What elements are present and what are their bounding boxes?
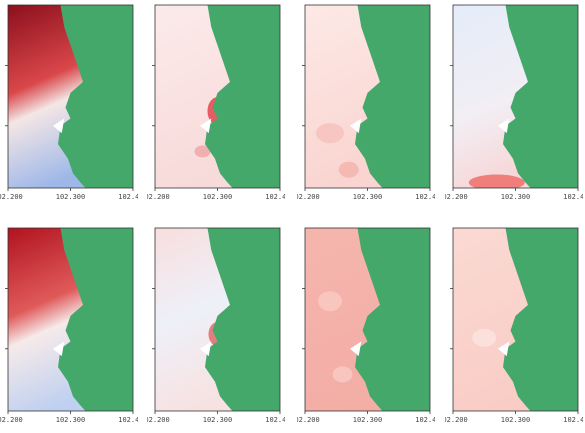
map-panel: 102.200 102.300 102.400 [140, 4, 295, 201]
x-tick-label: 102.400 [118, 416, 148, 424]
sea-anomaly [316, 123, 344, 144]
island [498, 341, 510, 357]
island [350, 118, 362, 134]
map-panel: 102.200 102.300 102.400 [290, 4, 445, 201]
x-tick-label: 102.200 [438, 416, 468, 424]
island [350, 341, 362, 357]
x-tick-label: 102.200 [0, 193, 23, 201]
map-panel: 102.200 102.300 102.400 [0, 4, 148, 201]
land [58, 5, 133, 188]
x-tick-label: 102.300 [501, 416, 531, 424]
x-tick-label: 102.300 [353, 416, 383, 424]
map-panel: 102.200 102.300 102.400 [290, 227, 445, 424]
x-tick-label: 102.300 [56, 416, 86, 424]
x-tick-label: 102.400 [415, 416, 445, 424]
x-tick-label: 102.400 [265, 193, 295, 201]
x-tick-label: 102.400 [563, 193, 585, 201]
x-tick-label: 102.200 [290, 193, 320, 201]
x-tick-label: 102.400 [265, 416, 295, 424]
sea-anomaly [194, 145, 211, 158]
x-tick-label: 102.200 [0, 416, 23, 424]
land [355, 5, 430, 188]
sea-anomaly [318, 291, 342, 312]
island [200, 341, 212, 357]
x-tick-label: 102.200 [140, 416, 170, 424]
x-tick-label: 102.300 [353, 193, 383, 201]
island [53, 341, 65, 357]
map-panel: 102.200 102.300 102.400 [438, 227, 585, 424]
land [503, 5, 578, 188]
x-tick-label: 102.200 [290, 416, 320, 424]
x-tick-label: 102.200 [140, 193, 170, 201]
x-tick-label: 102.400 [415, 193, 445, 201]
x-tick-label: 102.300 [501, 193, 531, 201]
land [58, 228, 133, 411]
x-tick-label: 102.300 [56, 193, 86, 201]
sea-anomaly [338, 161, 359, 178]
map-panel: 102.200 102.300 102.400 [438, 4, 585, 201]
sea-anomaly [472, 328, 497, 347]
island [53, 118, 65, 134]
x-tick-label: 102.300 [203, 416, 233, 424]
x-tick-label: 102.300 [203, 193, 233, 201]
map-panel: 102.200 102.300 102.400 [140, 227, 295, 424]
map-panel: 102.200 102.300 102.400 [0, 227, 148, 424]
island [200, 118, 212, 134]
land [355, 228, 430, 411]
land [205, 5, 280, 188]
x-tick-label: 102.200 [438, 193, 468, 201]
x-tick-label: 102.400 [563, 416, 585, 424]
island [498, 118, 510, 134]
land [205, 228, 280, 411]
land [503, 228, 578, 411]
sea-anomaly [332, 366, 353, 383]
x-tick-label: 102.400 [118, 193, 148, 201]
sea-anomaly [468, 174, 525, 188]
